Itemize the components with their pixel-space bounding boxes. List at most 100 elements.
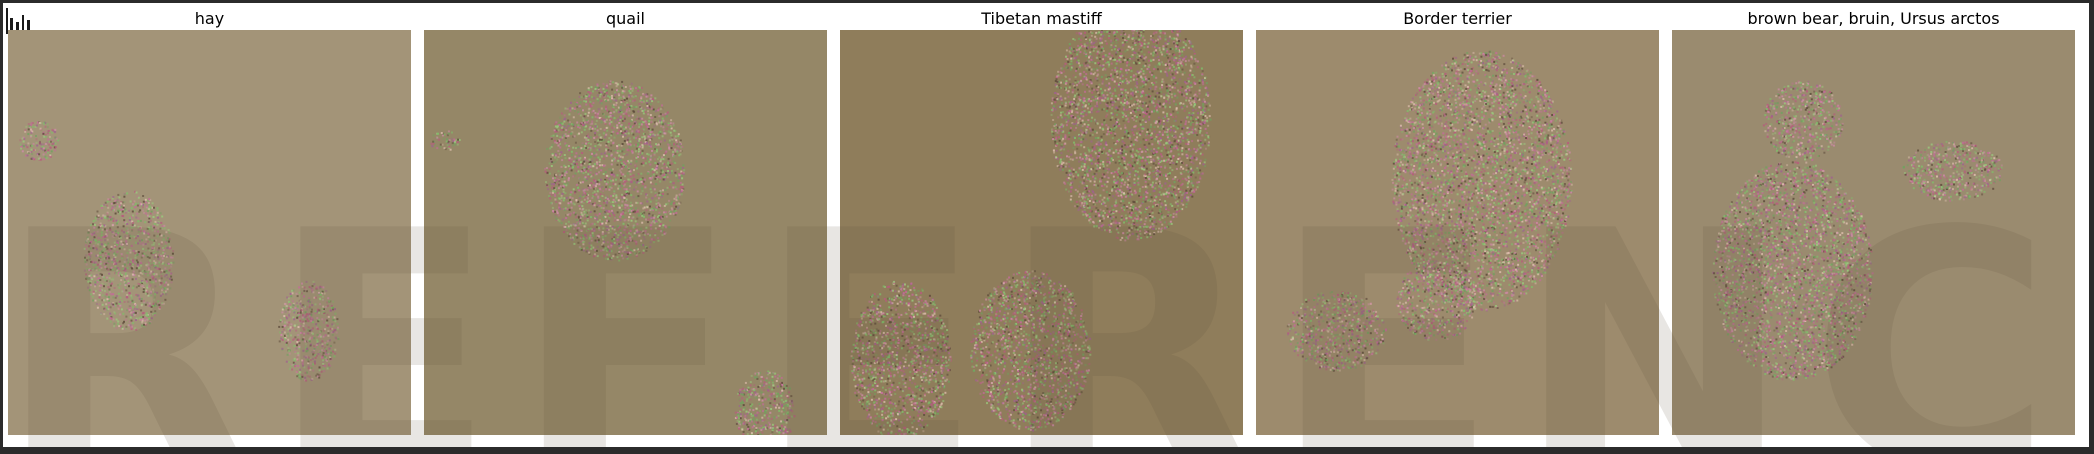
saliency-speckle — [156, 214, 159, 217]
saliency-speckle — [658, 211, 661, 214]
saliency-speckle — [114, 256, 117, 258]
saliency-speckle — [651, 197, 654, 200]
saliency-speckle — [674, 152, 677, 155]
saliency-speckle — [655, 150, 658, 153]
saliency-speckle — [132, 250, 135, 252]
saliency-speckle — [281, 325, 284, 328]
saliency-speckle — [620, 132, 622, 135]
saliency-image — [840, 30, 1243, 435]
saliency-speckle — [586, 178, 589, 180]
saliency-speckle — [640, 244, 643, 247]
saliency-speckle — [596, 197, 599, 200]
saliency-speckle — [114, 245, 117, 248]
saliency-speckle — [572, 223, 575, 226]
saliency-speckle — [1082, 115, 1085, 118]
saliency-speckle — [130, 319, 133, 322]
saliency-speckle — [610, 244, 613, 247]
saliency-speckle — [622, 212, 624, 215]
saliency-speckle — [785, 399, 788, 402]
saliency-speckle — [664, 132, 667, 135]
saliency-speckle — [569, 164, 572, 167]
saliency-speckle — [624, 211, 627, 214]
saliency-speckle — [623, 228, 626, 231]
saliency-speckle — [593, 97, 596, 100]
saliency-speckle — [143, 302, 146, 305]
saliency-speckle — [778, 431, 781, 434]
saliency-speckle — [88, 253, 91, 256]
saliency-speckle — [1153, 46, 1156, 49]
saliency-speckle — [165, 239, 168, 242]
saliency-speckle — [591, 104, 594, 107]
saliency-speckle — [661, 234, 664, 236]
saliency-speckle — [293, 357, 296, 360]
saliency-speckle — [573, 242, 576, 245]
saliency-speckle — [790, 395, 793, 398]
saliency-speckle — [640, 239, 643, 242]
saliency-speckle — [653, 216, 656, 219]
saliency-speckle — [610, 94, 613, 97]
saliency-speckle — [651, 149, 653, 152]
saliency-speckle — [1174, 176, 1177, 179]
saliency-speckle — [119, 282, 122, 285]
saliency-speckle — [87, 245, 90, 248]
saliency-speckle — [1117, 125, 1120, 128]
saliency-speckle — [104, 205, 107, 208]
saliency-speckle — [611, 238, 614, 241]
saliency-speckle — [582, 195, 585, 198]
saliency-speckle — [565, 222, 568, 225]
saliency-speckle — [113, 325, 116, 328]
saliency-speckle — [625, 130, 628, 133]
saliency-speckle — [569, 214, 572, 217]
saliency-speckle — [657, 204, 660, 207]
saliency-speckle — [582, 172, 585, 175]
saliency-speckle — [650, 178, 653, 180]
saliency-speckle — [125, 210, 128, 213]
saliency-speckle — [586, 193, 589, 195]
saliency-speckle — [586, 219, 589, 222]
saliency-speckle — [315, 286, 318, 289]
saliency-speckle — [596, 190, 599, 193]
saliency-speckle — [608, 185, 611, 188]
saliency-speckle — [1093, 225, 1096, 228]
saliency-speckle — [336, 318, 339, 321]
saliency-speckle — [580, 205, 582, 208]
saliency-speckle — [1087, 198, 1090, 201]
saliency-speckle — [145, 254, 148, 257]
saliency-speckle — [612, 173, 615, 175]
saliency-speckle — [1158, 47, 1161, 49]
saliency-speckle — [640, 96, 643, 99]
saliency-speckle — [283, 337, 286, 340]
saliency-speckle — [757, 421, 759, 424]
saliency-speckle — [636, 116, 639, 119]
saliency-speckle — [106, 234, 109, 237]
saliency-speckle — [637, 110, 640, 113]
saliency-speckle — [117, 241, 120, 244]
saliency-speckle — [137, 295, 140, 298]
saliency-speckle — [740, 402, 743, 405]
saliency-speckle — [594, 182, 597, 185]
saliency-speckle — [1110, 220, 1113, 223]
saliency-speckle — [326, 342, 329, 345]
saliency-speckle — [654, 97, 657, 100]
saliency-speckle — [287, 328, 290, 331]
saliency-speckle — [638, 251, 641, 254]
saliency-speckle — [311, 321, 314, 324]
saliency-speckle — [756, 428, 759, 431]
saliency-speckle — [136, 235, 139, 238]
saliency-speckle — [648, 106, 651, 109]
saliency-speckle — [671, 136, 674, 139]
saliency-speckle — [657, 107, 660, 110]
saliency-speckle — [626, 138, 629, 141]
saliency-speckle — [142, 273, 145, 275]
saliency-speckle — [749, 390, 752, 393]
saliency-speckle — [292, 302, 295, 305]
saliency-speckle — [678, 193, 681, 196]
saliency-speckle — [88, 257, 91, 260]
saliency-speckle — [645, 139, 648, 142]
saliency-speckle — [131, 278, 134, 281]
saliency-speckle — [313, 337, 316, 340]
saliency-speckle — [560, 128, 563, 131]
saliency-speckle — [588, 108, 590, 111]
saliency-speckle — [1105, 110, 1108, 112]
saliency-speckle — [1199, 175, 1201, 178]
